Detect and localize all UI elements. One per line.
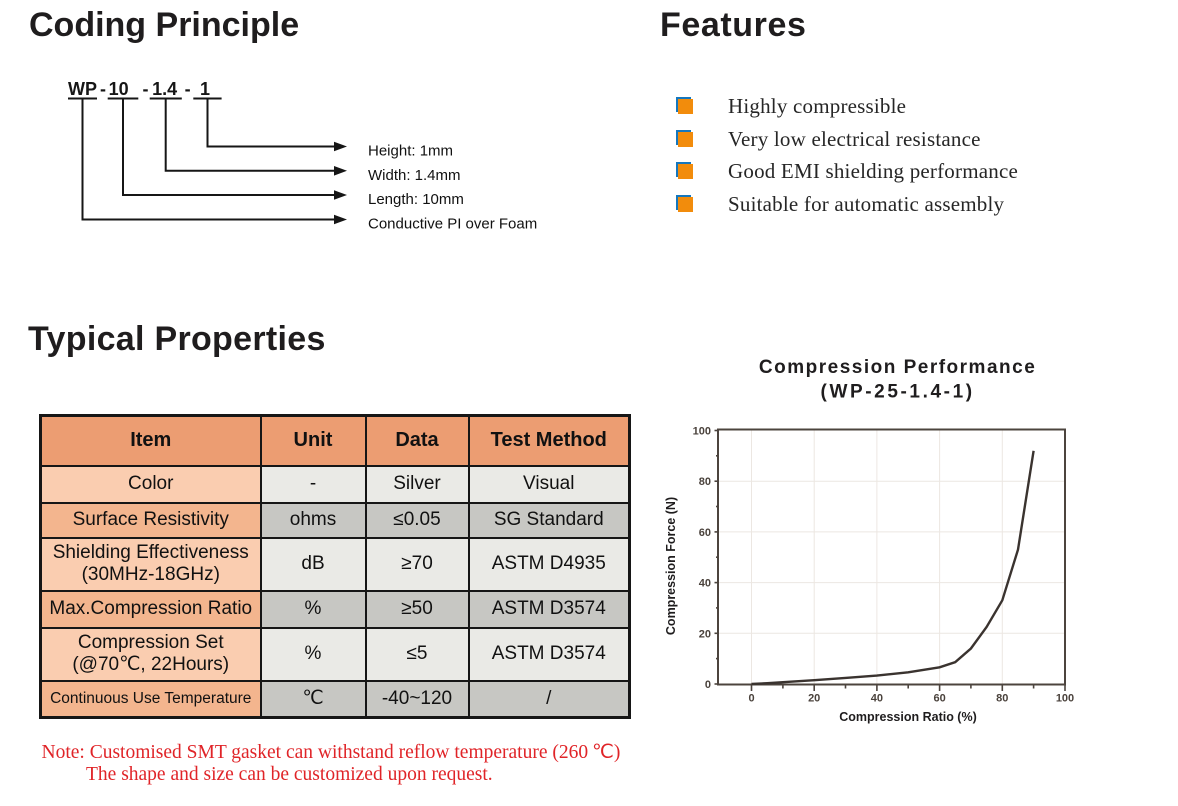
svg-text:Compression Ratio (%): Compression Ratio (%) — [839, 710, 977, 724]
svg-text:0: 0 — [705, 679, 711, 691]
svg-text:1: 1 — [200, 79, 210, 99]
svg-text:80: 80 — [699, 476, 711, 488]
svg-text:Compression Force (N): Compression Force (N) — [664, 497, 678, 635]
svg-text:WP: WP — [68, 79, 97, 99]
svg-text:-: - — [100, 79, 106, 99]
svg-text:Conductive PI over Foam: Conductive PI over Foam — [368, 216, 537, 233]
svg-text:0: 0 — [748, 693, 754, 705]
svg-text:60: 60 — [933, 693, 945, 705]
svg-text:-: - — [185, 79, 191, 99]
svg-text:Width: 1.4mm: Width: 1.4mm — [368, 167, 461, 184]
svg-text:20: 20 — [808, 693, 820, 705]
svg-text:1.4: 1.4 — [152, 79, 177, 99]
svg-text:Compression Performance: Compression Performance — [759, 357, 1036, 378]
svg-text:40: 40 — [699, 578, 711, 590]
svg-text:80: 80 — [996, 693, 1008, 705]
svg-text:40: 40 — [871, 693, 883, 705]
svg-text:Length: 10mm: Length: 10mm — [368, 191, 464, 208]
svg-text:60: 60 — [699, 527, 711, 539]
svg-text:-: - — [143, 79, 149, 99]
svg-text:20: 20 — [699, 628, 711, 640]
svg-text:100: 100 — [1056, 693, 1074, 705]
svg-text:10: 10 — [109, 79, 129, 99]
svg-text:Height: 1mm: Height: 1mm — [368, 143, 453, 160]
svg-text:(WP-25-1.4-1): (WP-25-1.4-1) — [821, 382, 975, 403]
svg-text:100: 100 — [693, 426, 711, 438]
